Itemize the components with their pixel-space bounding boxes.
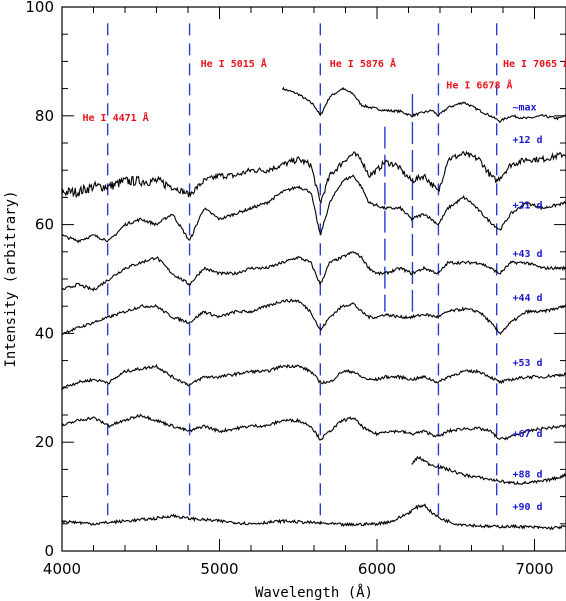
x-tick-label: 6000 bbox=[358, 560, 396, 578]
series-label: +90 d bbox=[512, 502, 542, 513]
line-marker-label: He I 4471 Å bbox=[82, 111, 148, 124]
y-tick-label: 60 bbox=[35, 216, 54, 234]
series-label: ~max bbox=[512, 102, 536, 113]
line-marker-label: He I 6678 Å bbox=[446, 79, 512, 92]
line-marker-label: He I 7065 Å bbox=[503, 57, 566, 70]
spectrum-line bbox=[61, 298, 566, 336]
y-tick-label: 80 bbox=[35, 107, 54, 125]
extra-markers-layer bbox=[384, 94, 414, 312]
x-axis-title: Wavelength (Å) bbox=[255, 584, 373, 601]
spectrum-line bbox=[411, 455, 566, 485]
x-tick-label: 4000 bbox=[43, 560, 81, 578]
annotation-labels-layer: 4000 5000 6000 7000 0 20 40 60 80 100 He I 4471 Å H… bbox=[25, 0, 566, 578]
line-marker-label: He I 5015 Å bbox=[201, 57, 267, 70]
series-label: +67 d bbox=[512, 429, 542, 440]
x-tick-label: 7000 bbox=[515, 560, 553, 578]
series-label: +88 d bbox=[512, 470, 542, 481]
line-marker-label: He I 5876 Å bbox=[330, 57, 396, 70]
y-tick-label: 0 bbox=[44, 542, 54, 560]
spectrum-line bbox=[61, 413, 566, 441]
spectrum-line bbox=[61, 150, 566, 205]
series-label: +43 d bbox=[512, 249, 542, 260]
spectrum-line bbox=[61, 251, 566, 292]
spectrum-line bbox=[282, 86, 566, 124]
y-axis-title: Intensity (arbitrary) bbox=[3, 190, 19, 367]
series-label: +21 d bbox=[512, 200, 542, 211]
plot-frame bbox=[61, 6, 566, 552]
spectrum-line bbox=[61, 364, 566, 390]
y-tick-label: 20 bbox=[35, 433, 54, 451]
y-tick-label: 40 bbox=[35, 324, 54, 342]
series-label: +44 d bbox=[512, 293, 542, 304]
series-label: +53 d bbox=[512, 358, 542, 369]
x-tick-label: 5000 bbox=[200, 560, 238, 578]
spectrum-line bbox=[61, 503, 566, 531]
spectra-series-layer bbox=[61, 86, 566, 531]
spectrum-line bbox=[61, 174, 566, 244]
series-label: +12 d bbox=[512, 135, 542, 146]
y-tick-label: 100 bbox=[25, 0, 54, 16]
